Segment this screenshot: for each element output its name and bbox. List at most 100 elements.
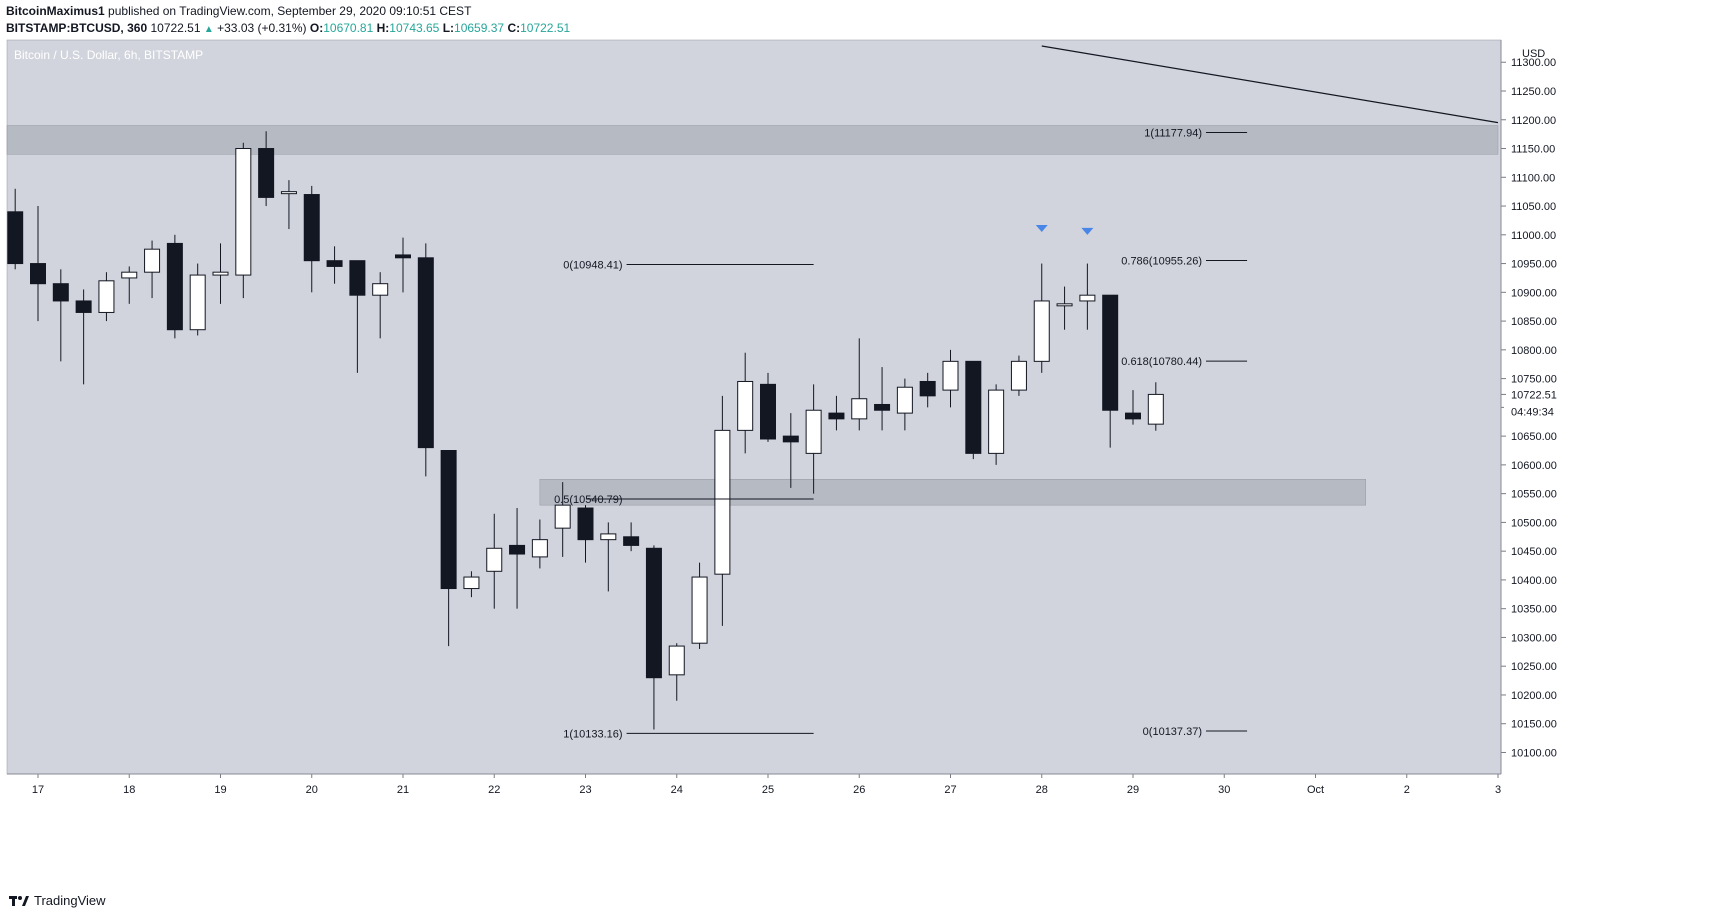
support-resistance-zone — [539, 479, 1366, 506]
candle — [988, 384, 1005, 465]
down-triangle-marker-icon — [1035, 225, 1048, 233]
candle-body-down — [919, 380, 936, 397]
time-tick-label: 22 — [488, 784, 500, 796]
price-tick-label: 10800.00 — [1511, 345, 1557, 357]
candle-body-up — [1056, 303, 1073, 307]
currency-label: USD — [1522, 48, 1545, 60]
symbol-label: BITSTAMP:BTCUSD, 360 — [6, 21, 148, 35]
candle — [851, 338, 868, 431]
time-tick-label: 3 — [1495, 784, 1501, 796]
candle — [554, 482, 571, 557]
candle-body-down — [417, 257, 434, 449]
candle — [280, 180, 297, 230]
time-tick-label: 30 — [1218, 784, 1230, 796]
time-tick-label: 20 — [306, 784, 318, 796]
plot-area — [7, 40, 1501, 774]
price-tick-label: 11100.00 — [1511, 172, 1555, 184]
candle-body-up — [668, 645, 685, 676]
candle-body-up — [98, 280, 115, 313]
candle-body-down — [828, 412, 845, 420]
time-tick-label: 24 — [671, 784, 683, 796]
fib-level-label: 0.786(10955.26) — [1121, 256, 1202, 268]
candle — [303, 185, 320, 293]
candle-body-down — [326, 260, 343, 267]
time-tick-label: 18 — [123, 784, 135, 796]
support-resistance-zone — [6, 125, 1499, 155]
price-tick-label: 10150.00 — [1511, 719, 1557, 731]
price-tick-label: 10750.00 — [1511, 374, 1557, 386]
candle-body-up — [600, 533, 617, 541]
candle-body-down — [1102, 294, 1119, 411]
candle-body-up — [1079, 294, 1096, 302]
candle-body-up — [372, 283, 389, 296]
high-label: H: — [376, 21, 390, 35]
candle — [714, 395, 731, 626]
fib-level-label: 1(10133.16) — [563, 728, 622, 740]
candle-body-down — [52, 283, 69, 302]
price-tick-label: 10200.00 — [1511, 690, 1557, 702]
candle — [896, 378, 913, 431]
candle — [1147, 382, 1164, 431]
footer: TradingView — [8, 893, 106, 908]
candle — [372, 272, 389, 339]
candle-body-up — [463, 576, 480, 590]
candle — [645, 545, 662, 730]
candle-body-down — [782, 435, 799, 443]
candle — [577, 505, 594, 563]
fib-level-label: 0(10137.37) — [1143, 726, 1202, 738]
candle — [7, 188, 24, 270]
candle-body-down — [1125, 412, 1141, 420]
countdown-box — [1504, 403, 1559, 420]
candle-body-up — [121, 271, 138, 279]
candle — [121, 266, 138, 304]
time-tick-label: 23 — [579, 784, 591, 796]
time-axis — [0, 774, 1724, 799]
price-tick-label: 11250.00 — [1511, 86, 1556, 98]
candle — [349, 260, 366, 373]
candle — [395, 237, 411, 293]
candle-body-up — [896, 386, 913, 414]
price-tick-label: 11200.00 — [1511, 115, 1556, 127]
high-value: 10743.65 — [389, 21, 440, 35]
candle — [623, 522, 640, 552]
candle-body-up — [737, 380, 754, 431]
fib-level-label: 1(11177.94) — [1144, 127, 1202, 139]
footer-brand[interactable]: TradingView — [34, 893, 106, 908]
candle-body-down — [645, 547, 662, 679]
candle-body-down — [874, 403, 891, 411]
candle-body-up — [235, 148, 252, 276]
author-name[interactable]: BitcoinMaximus1 — [6, 4, 105, 18]
candle — [189, 263, 206, 336]
candle-body-down — [623, 536, 640, 546]
price-tick-label: 10100.00 — [1511, 747, 1557, 759]
candle — [1010, 355, 1027, 396]
candle-body-down — [760, 383, 776, 440]
time-tick-label: 28 — [1036, 784, 1048, 796]
price-tick-label: 10450.00 — [1511, 546, 1557, 558]
candle-body-up — [531, 539, 548, 558]
candle-body-up — [691, 576, 708, 644]
candle — [235, 142, 252, 299]
candle — [965, 360, 982, 460]
close-label: C: — [507, 21, 521, 35]
candle — [166, 234, 183, 339]
price-tick-label: 10650.00 — [1511, 431, 1557, 443]
candle-body-down — [395, 254, 411, 259]
down-triangle-marker-icon — [1081, 227, 1094, 235]
price-tick-label: 11050.00 — [1511, 201, 1556, 213]
candle — [874, 367, 891, 431]
price-tick-label: 10400.00 — [1511, 575, 1557, 587]
time-tick-label: 17 — [32, 784, 44, 796]
candle — [75, 289, 92, 385]
time-tick-label: 25 — [762, 784, 774, 796]
last-price: 10722.51 — [150, 21, 201, 35]
time-tick-label: Oct — [1307, 784, 1324, 796]
candle — [668, 643, 685, 701]
fib-level-label: 0.618(10780.44) — [1121, 356, 1202, 368]
candle-body-up — [189, 274, 206, 331]
candle — [828, 395, 845, 431]
candle-body-down — [30, 263, 46, 285]
candle-body-up — [554, 504, 571, 529]
price-tick-label: 11000.00 — [1511, 230, 1556, 242]
